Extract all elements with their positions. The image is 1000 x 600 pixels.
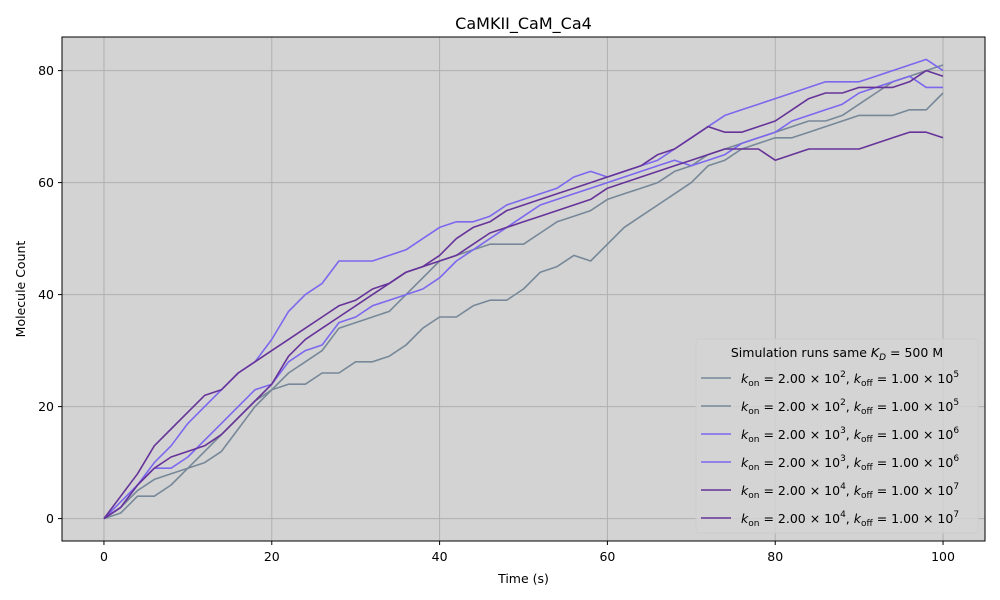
- series-line-3: [103, 75, 944, 520]
- legend-title-suffix: = 500 M: [886, 345, 943, 360]
- series-line-6: [103, 69, 944, 520]
- y-axis-ticks: 0 20 40 60 80: [38, 63, 62, 526]
- y-tick-label: 0: [46, 511, 54, 526]
- x-tick-label: 100: [931, 549, 955, 564]
- legend-label-3: kon = 2.00 × 103, koff = 1.00 × 106: [741, 426, 959, 445]
- chart-title: CaMKII_CaM_Ca4: [455, 14, 592, 34]
- series-line-5: [103, 131, 944, 520]
- legend: Simulation runs same KD = 500 M kon = 2.…: [695, 338, 979, 534]
- x-tick-label: 20: [264, 549, 280, 564]
- legend-label-5: kon = 2.00 × 104, koff = 1.00 × 107: [741, 482, 959, 501]
- legend-label-1: kon = 2.00 × 102, koff = 1.00 × 105: [741, 370, 959, 389]
- x-tick-label: 40: [432, 549, 448, 564]
- y-tick-label: 80: [38, 63, 54, 78]
- x-tick-label: 0: [100, 549, 108, 564]
- series-lines: [103, 58, 944, 520]
- legend-label-4: kon = 2.00 × 103, koff = 1.00 × 106: [741, 454, 959, 473]
- legend-title-symbol: K: [871, 345, 881, 360]
- x-tick-label: 60: [599, 549, 615, 564]
- x-axis-ticks: 0 20 40 60 80 100: [100, 541, 955, 564]
- y-tick-label: 40: [38, 287, 54, 302]
- y-axis-label: Molecule Count: [13, 241, 28, 338]
- legend-label-2: kon = 2.00 × 102, koff = 1.00 × 105: [741, 398, 959, 417]
- plot-frame: [61, 36, 986, 542]
- series-line-1: [103, 92, 944, 520]
- y-tick-label: 60: [38, 175, 54, 190]
- legend-items: kon = 2.00 × 102, koff = 1.00 × 105 kon =…: [701, 370, 959, 529]
- x-axis-label: Time (s): [497, 571, 549, 586]
- legend-box: [695, 338, 979, 534]
- legend-title: Simulation runs same KD = 500 M: [731, 345, 943, 363]
- legend-label-6: kon = 2.00 × 104, koff = 1.00 × 107: [741, 510, 959, 529]
- legend-title-subscript: D: [879, 353, 886, 363]
- x-tick-label: 80: [767, 549, 783, 564]
- legend-title-prefix: Simulation runs same: [731, 345, 871, 360]
- y-tick-label: 20: [38, 399, 54, 414]
